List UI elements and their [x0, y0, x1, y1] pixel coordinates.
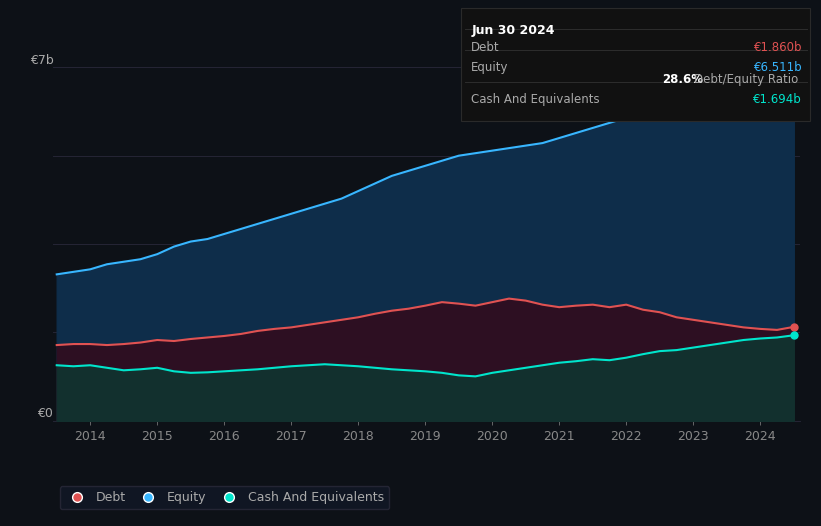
Legend: Debt, Equity, Cash And Equivalents: Debt, Equity, Cash And Equivalents: [60, 486, 389, 509]
Text: Cash And Equivalents: Cash And Equivalents: [471, 93, 600, 106]
Text: Debt/Equity Ratio: Debt/Equity Ratio: [694, 73, 798, 86]
Text: 28.6%: 28.6%: [663, 73, 704, 86]
Text: Debt: Debt: [471, 41, 500, 54]
Text: €6.511b: €6.511b: [754, 61, 802, 74]
Text: Equity: Equity: [471, 61, 509, 74]
Text: €7b: €7b: [30, 54, 53, 67]
Text: €1.694b: €1.694b: [754, 93, 802, 106]
Text: €1.860b: €1.860b: [754, 41, 802, 54]
Text: Jun 30 2024: Jun 30 2024: [471, 24, 555, 37]
Text: €0: €0: [38, 407, 53, 420]
